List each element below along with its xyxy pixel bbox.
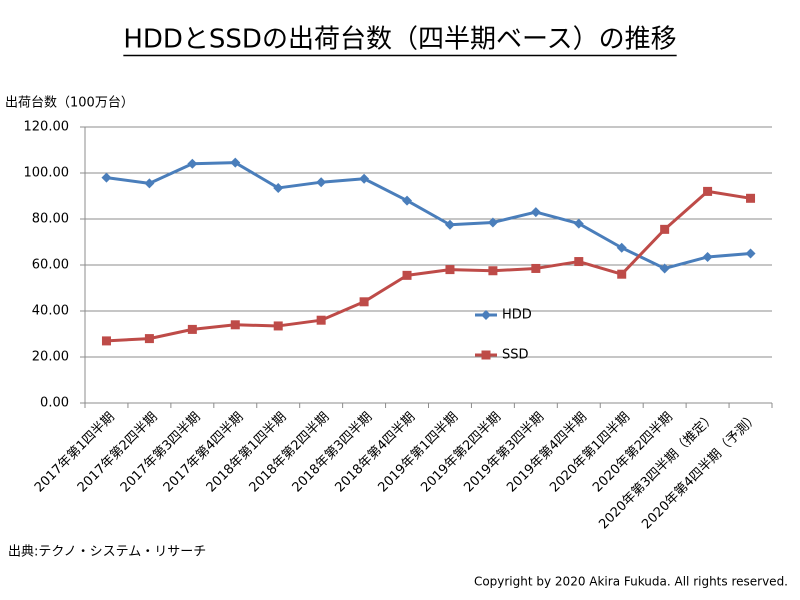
- x-tick-label: 2017年第1四半期: [32, 410, 118, 496]
- point-marker: [101, 172, 112, 183]
- y-tick-label: 40.00: [32, 304, 69, 319]
- point-marker: [481, 310, 491, 320]
- copyright: Copyright by 2020 Akira Fukuda. All righ…: [474, 575, 788, 589]
- point-marker: [530, 207, 541, 218]
- point-marker: [187, 324, 197, 334]
- x-tick-label: 2020年第2四半期: [590, 410, 676, 496]
- x-tick-label: 2018年第3四半期: [290, 410, 376, 496]
- y-tick-label: 100.00: [24, 166, 70, 181]
- x-tick-label: 2017年第2四半期: [75, 410, 161, 496]
- point-marker: [659, 263, 670, 274]
- chart-title: HDDとSSDの出荷台数（四半期ベース）の推移: [123, 25, 676, 55]
- y-tick-label: 80.00: [32, 212, 69, 227]
- point-marker: [660, 224, 670, 234]
- y-tick-label: 20.00: [32, 350, 69, 365]
- legend-label: SSD: [502, 348, 529, 363]
- x-tick-label: 2018年第2四半期: [247, 410, 333, 496]
- point-marker: [702, 251, 713, 262]
- point-marker: [359, 173, 370, 184]
- series-line: [106, 161, 751, 270]
- y-tick-label: 0.00: [40, 396, 69, 411]
- x-tick-label: 2017年第3四半期: [118, 410, 204, 496]
- source-note: 出典:テクノ・システム・リサーチ: [8, 545, 206, 560]
- point-marker: [359, 297, 369, 307]
- point-marker: [402, 195, 413, 206]
- point-marker: [703, 186, 713, 196]
- point-marker: [273, 321, 283, 331]
- point-marker: [746, 193, 756, 203]
- point-marker: [445, 265, 455, 275]
- point-marker: [230, 320, 240, 330]
- point-marker: [481, 350, 491, 360]
- point-marker: [745, 248, 756, 259]
- y-tick-label: 60.00: [32, 258, 69, 273]
- point-marker: [230, 157, 241, 168]
- point-marker: [574, 257, 584, 267]
- series: [101, 186, 756, 346]
- point-marker: [187, 158, 198, 169]
- point-marker: [144, 334, 154, 344]
- x-tick-label: 2020年第1四半期: [547, 410, 633, 496]
- x-tick-label: 2019年第4四半期: [504, 410, 590, 496]
- x-tick-label: 2019年第3四半期: [461, 410, 547, 496]
- point-marker: [316, 315, 326, 325]
- x-tick-label: 2018年第1四半期: [204, 410, 290, 496]
- point-marker: [402, 270, 412, 280]
- point-marker: [444, 219, 455, 230]
- series: [101, 157, 756, 274]
- x-tick-label: 2019年第1四半期: [375, 410, 461, 496]
- x-tick-label: 2018年第4四半期: [333, 410, 419, 496]
- point-marker: [531, 263, 541, 273]
- point-marker: [617, 269, 627, 279]
- series-line: [106, 189, 751, 343]
- x-tick-label: 2017年第4四半期: [161, 410, 247, 496]
- point-marker: [144, 178, 155, 189]
- point-marker: [487, 217, 498, 228]
- point-marker: [273, 182, 284, 193]
- point-marker: [101, 336, 111, 346]
- legend-label: HDD: [502, 308, 532, 323]
- point-marker: [488, 266, 498, 276]
- point-marker: [616, 242, 627, 253]
- y-axis-label: 出荷台数（100万台）: [5, 96, 134, 111]
- x-tick-label: 2019年第2四半期: [418, 410, 504, 496]
- point-marker: [573, 218, 584, 229]
- point-marker: [316, 177, 327, 188]
- y-tick-label: 120.00: [24, 120, 70, 135]
